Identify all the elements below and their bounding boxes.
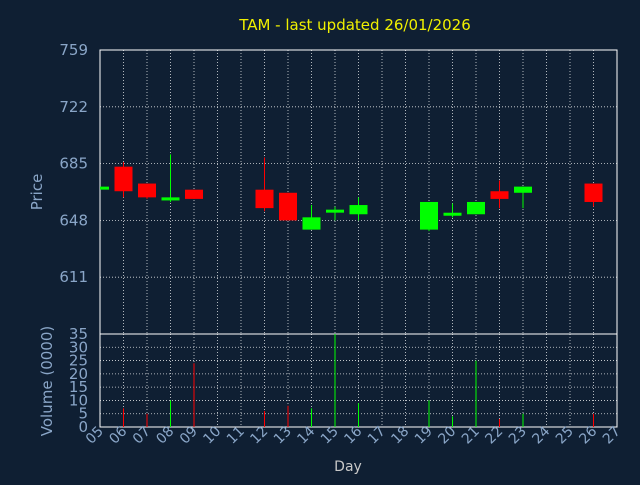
volume-tick-0: 0	[78, 418, 88, 436]
x-axis-label: Day	[334, 459, 362, 475]
price-axis-label: Price	[28, 174, 46, 211]
candle-body-15	[326, 209, 344, 213]
price-tick-685: 685	[59, 155, 88, 173]
candle-body-13	[279, 192, 297, 221]
candle-body-23	[514, 186, 532, 193]
chart-title: TAM - last updated 26/01/2026	[238, 16, 471, 34]
candle-body-09	[185, 189, 203, 199]
volume-bars	[123, 334, 594, 427]
price-tick-labels: 611 648 685 722 759	[59, 41, 88, 286]
candle-body-05	[100, 186, 109, 190]
candle-body-16	[349, 205, 368, 215]
volume-tick-25: 25	[69, 352, 88, 370]
candle-body-21	[467, 201, 485, 215]
candlesticks	[100, 154, 603, 232]
volume-tick-35: 35	[69, 325, 88, 343]
candle-body-22	[490, 191, 509, 199]
candle-body-19	[420, 201, 438, 230]
candle-body-08	[161, 197, 180, 201]
candle-body-14	[302, 217, 321, 230]
volume-axis-label: Volume (0000)	[38, 326, 56, 436]
volume-tick-10: 10	[69, 391, 88, 409]
price-tick-648: 648	[59, 211, 88, 229]
price-tick-722: 722	[59, 98, 88, 116]
volume-tick-30: 30	[69, 338, 88, 356]
candle-body-07	[138, 183, 156, 198]
volume-tick-20: 20	[69, 365, 88, 383]
grid-layer	[100, 50, 617, 427]
volume-tick-15: 15	[69, 378, 88, 396]
candle-body-12	[255, 189, 274, 209]
x-tick-labels: 05 06 07 08 09 10 11 12 13 14 15 16 17 18 19 20 21 22 23 24…	[83, 423, 624, 447]
candle-body-26	[584, 183, 603, 202]
candle-body-06	[114, 166, 133, 192]
candle-body-20	[443, 212, 462, 216]
price-tick-611: 611	[59, 268, 88, 286]
price-tick-759: 759	[59, 41, 88, 59]
volume-tick-5: 5	[78, 405, 88, 423]
